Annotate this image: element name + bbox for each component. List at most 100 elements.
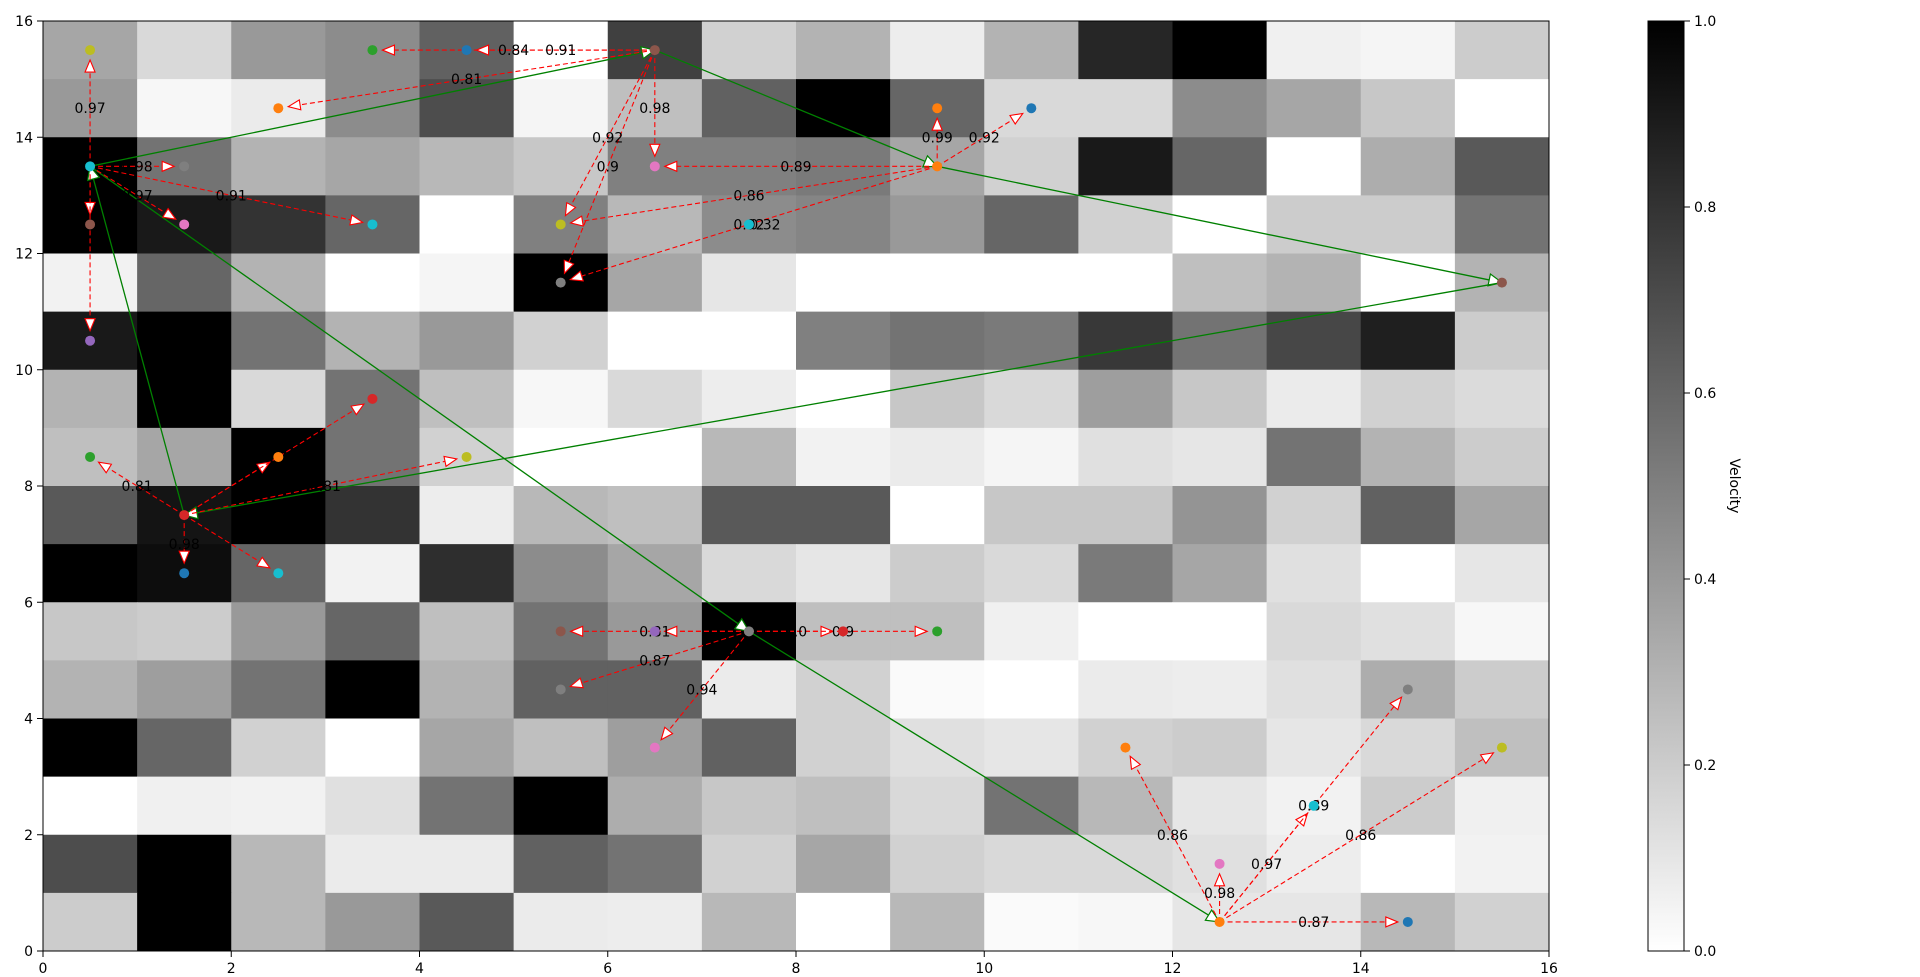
edge-label: 0.86 (1345, 828, 1376, 844)
y-tick-label: 10 (15, 363, 33, 379)
heatmap-cell (984, 544, 1079, 603)
node-point (1308, 800, 1319, 811)
heatmap-cell (1078, 79, 1173, 138)
heatmap-cell (701, 486, 797, 545)
path-segment (748, 630, 1220, 923)
heatmap-cell (984, 195, 1079, 254)
heatmap-cell (984, 253, 1079, 313)
heatmap-cell (325, 137, 420, 196)
heatmap-cell (231, 892, 326, 952)
node-point (555, 626, 566, 637)
heatmap-cell (984, 486, 1079, 545)
heatmap-cell (513, 776, 609, 836)
heatmap-cell (1360, 311, 1456, 371)
heatmap-cell (43, 660, 138, 719)
heatmap-cell (984, 369, 1079, 429)
colorbar-tick-label: 0.2 (1694, 758, 1716, 774)
x-tick-label: 12 (1164, 961, 1182, 977)
edge-arrow (1219, 706, 1395, 923)
node-point (932, 626, 943, 637)
node-point (1402, 916, 1413, 927)
edge-arrowhead (663, 625, 678, 638)
heatmap-cell (890, 544, 985, 603)
heatmap-cell (701, 892, 797, 952)
heatmap-cell (1454, 79, 1550, 138)
node-point (1214, 858, 1225, 869)
heatmap-cell (1172, 427, 1268, 487)
heatmap-cell (419, 660, 515, 719)
heatmap-cell (890, 195, 985, 254)
heatmap-cell (607, 834, 703, 894)
heatmap-cell (607, 253, 703, 313)
node-point (367, 393, 378, 404)
points (85, 45, 1507, 927)
node-point (649, 45, 660, 56)
node-point (1214, 916, 1225, 927)
node-point (179, 219, 190, 230)
heatmap-cell (607, 892, 703, 952)
colorbar-tick-label: 0.0 (1694, 944, 1716, 960)
heatmap-cell (1266, 427, 1362, 487)
heatmap-cell (1360, 195, 1456, 254)
heatmap-cell (1078, 486, 1173, 545)
heatmap-cell (890, 427, 985, 487)
edge-arrow (184, 460, 446, 516)
path-segment (184, 281, 1503, 516)
heatmap-cell (701, 369, 797, 429)
edge-arrow (936, 119, 1013, 167)
edge-label: 0.94 (686, 682, 717, 698)
node-point (85, 219, 96, 230)
heatmap-cell (1172, 718, 1268, 778)
heatmap-cell (607, 427, 703, 487)
heatmap-cell (796, 776, 891, 836)
edge-arrowhead (97, 461, 113, 474)
heatmap-cell (1172, 21, 1268, 80)
heatmap-cell (231, 137, 326, 196)
heatmap-cell (701, 79, 797, 138)
heatmap-cell (1454, 369, 1550, 429)
heatmap-cell (1454, 427, 1550, 487)
colorbar-tick-label: 0.6 (1694, 386, 1716, 402)
node-point (461, 451, 472, 462)
heatmap-cell (607, 369, 703, 429)
edge-arrowhead (161, 160, 176, 173)
heatmap-cell (325, 834, 420, 894)
colorbar-tick-label: 0.4 (1694, 572, 1716, 588)
node-point (649, 742, 660, 753)
heatmap-cell (1454, 486, 1550, 545)
heatmap-cell (137, 311, 232, 371)
heatmap-cell (1078, 311, 1173, 371)
heatmap-cell (231, 369, 326, 429)
heatmap-cell (1454, 21, 1550, 80)
y-axis: 0 2 4 6 8 10 12 14 16 (15, 14, 43, 960)
node-point (743, 626, 754, 637)
heatmap-cell (419, 834, 515, 894)
heatmap-cell (701, 311, 797, 371)
heatmap-cell (796, 311, 891, 371)
y-tick-label: 0 (24, 944, 33, 960)
heatmap-cell (325, 660, 420, 719)
path-segment (654, 49, 938, 167)
edge-label: 0.92 (592, 130, 623, 146)
heatmap-cell (325, 311, 420, 371)
heatmap-cell (137, 21, 232, 80)
edge-arrow (568, 49, 656, 263)
x-tick-label: 2 (227, 961, 236, 977)
heatmap-cell (137, 253, 232, 313)
heatmap-cell (513, 427, 609, 487)
heatmap-cell (796, 427, 891, 487)
heatmap-cell (1360, 486, 1456, 545)
edge-arrowhead (663, 160, 678, 173)
heatmap-cell (984, 311, 1079, 371)
heatmap-cell (43, 718, 138, 778)
heatmap-cell (325, 486, 420, 545)
y-tick-label: 4 (24, 712, 33, 728)
heatmap-cell (984, 718, 1079, 778)
edge-label: 0.98 (639, 101, 670, 117)
node-point (1026, 103, 1037, 114)
edge-label: 0.86 (733, 188, 764, 204)
node-point (273, 103, 284, 114)
heatmap-cell (1360, 253, 1456, 313)
arrow-labels: 0.97 0.98 0.97 0.91 0.84 0.91 0.81 0.98 0.92 0.9 0… (74, 43, 1376, 931)
node-point (555, 684, 566, 695)
